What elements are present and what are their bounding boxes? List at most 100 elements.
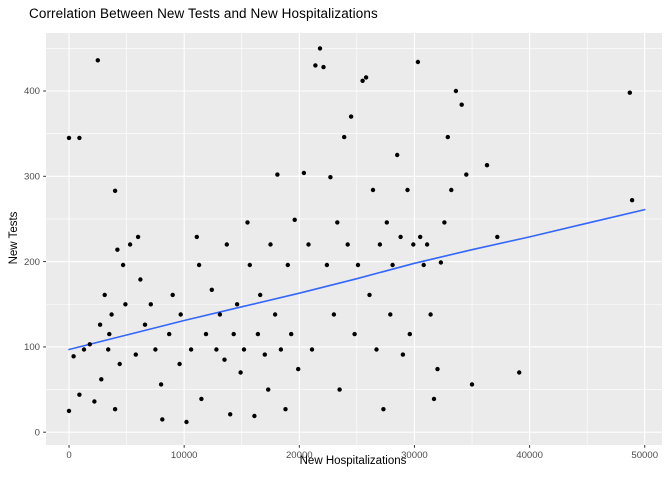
data-point xyxy=(203,331,209,337)
data-point xyxy=(388,312,393,317)
data-point xyxy=(77,392,82,397)
data-point xyxy=(184,419,189,425)
data-point xyxy=(252,413,257,419)
data-point xyxy=(395,152,400,158)
data-point xyxy=(266,387,271,392)
data-point xyxy=(177,361,182,367)
data-point xyxy=(367,292,372,298)
data-point xyxy=(99,377,104,382)
data-point xyxy=(231,331,236,337)
data-point xyxy=(418,234,423,240)
data-point xyxy=(275,172,280,177)
data-point xyxy=(309,347,315,352)
data-point xyxy=(178,312,183,317)
data-point xyxy=(87,342,93,347)
data-point xyxy=(400,352,406,357)
data-point xyxy=(217,312,223,317)
data-point xyxy=(421,262,426,268)
data-point xyxy=(222,357,227,362)
data-point xyxy=(167,331,172,337)
data-point xyxy=(106,347,111,352)
data-point xyxy=(81,347,87,352)
data-point xyxy=(278,347,284,352)
data-point xyxy=(135,234,141,240)
data-point xyxy=(194,234,199,240)
data-point xyxy=(170,292,175,298)
data-point xyxy=(66,408,72,414)
data-point xyxy=(95,58,101,63)
data-point xyxy=(133,352,138,357)
data-point xyxy=(355,262,361,268)
x-tick-label: 0 xyxy=(66,450,71,461)
data-point xyxy=(464,172,469,177)
data-point xyxy=(228,412,233,417)
data-point xyxy=(445,134,450,140)
data-point xyxy=(138,277,143,282)
data-point xyxy=(196,262,202,268)
data-point xyxy=(313,63,318,68)
data-point xyxy=(238,370,243,375)
data-point xyxy=(115,247,120,252)
data-point xyxy=(342,134,347,140)
data-point xyxy=(247,262,252,268)
data-point xyxy=(255,331,261,337)
data-point xyxy=(345,242,350,247)
data-point xyxy=(245,220,250,225)
data-point xyxy=(289,331,294,337)
data-point xyxy=(390,262,395,268)
data-point xyxy=(285,262,290,268)
data-point xyxy=(377,242,383,247)
data-point xyxy=(370,187,376,193)
data-point xyxy=(449,187,454,193)
data-point xyxy=(459,102,464,107)
x-tick-label: 30000 xyxy=(401,450,428,461)
data-point xyxy=(102,292,107,298)
y-tick-label: 0 xyxy=(35,427,40,438)
data-point xyxy=(292,217,297,222)
data-point xyxy=(411,242,416,247)
data-point xyxy=(272,312,278,317)
data-point xyxy=(234,302,240,307)
chart-title: Correlation Between New Tests and New Ho… xyxy=(29,6,378,21)
data-point xyxy=(495,234,500,240)
data-point xyxy=(431,396,437,402)
data-point xyxy=(428,312,433,317)
data-point xyxy=(306,242,311,247)
trend-line xyxy=(68,208,646,351)
data-point xyxy=(337,387,342,392)
data-point xyxy=(321,64,326,70)
y-axis-title: New Tests xyxy=(8,211,20,265)
data-point xyxy=(301,170,307,176)
data-point xyxy=(415,59,421,65)
data-point xyxy=(328,175,333,180)
data-point xyxy=(112,188,118,193)
data-point xyxy=(442,220,447,225)
data-point xyxy=(384,220,389,225)
data-point xyxy=(142,322,148,327)
data-point xyxy=(148,302,153,307)
data-point xyxy=(77,135,82,141)
data-point xyxy=(153,347,158,352)
data-point xyxy=(517,370,522,375)
data-point xyxy=(435,366,440,372)
y-tick-label: 300 xyxy=(24,172,40,183)
data-point xyxy=(363,75,369,80)
data-point xyxy=(123,302,128,307)
data-point xyxy=(331,312,337,317)
data-point xyxy=(438,260,444,265)
data-point xyxy=(262,352,267,357)
x-tick-label: 50000 xyxy=(631,450,658,461)
data-point xyxy=(453,88,459,94)
data-point xyxy=(107,331,112,337)
data-point xyxy=(424,242,430,247)
data-point xyxy=(348,114,354,119)
x-tick-label: 20000 xyxy=(286,450,313,461)
data-point xyxy=(112,407,118,412)
data-point xyxy=(66,135,72,141)
data-point xyxy=(360,78,365,84)
data-point xyxy=(629,198,635,203)
data-point xyxy=(405,187,410,193)
data-point xyxy=(158,382,164,387)
data-point xyxy=(484,163,490,168)
